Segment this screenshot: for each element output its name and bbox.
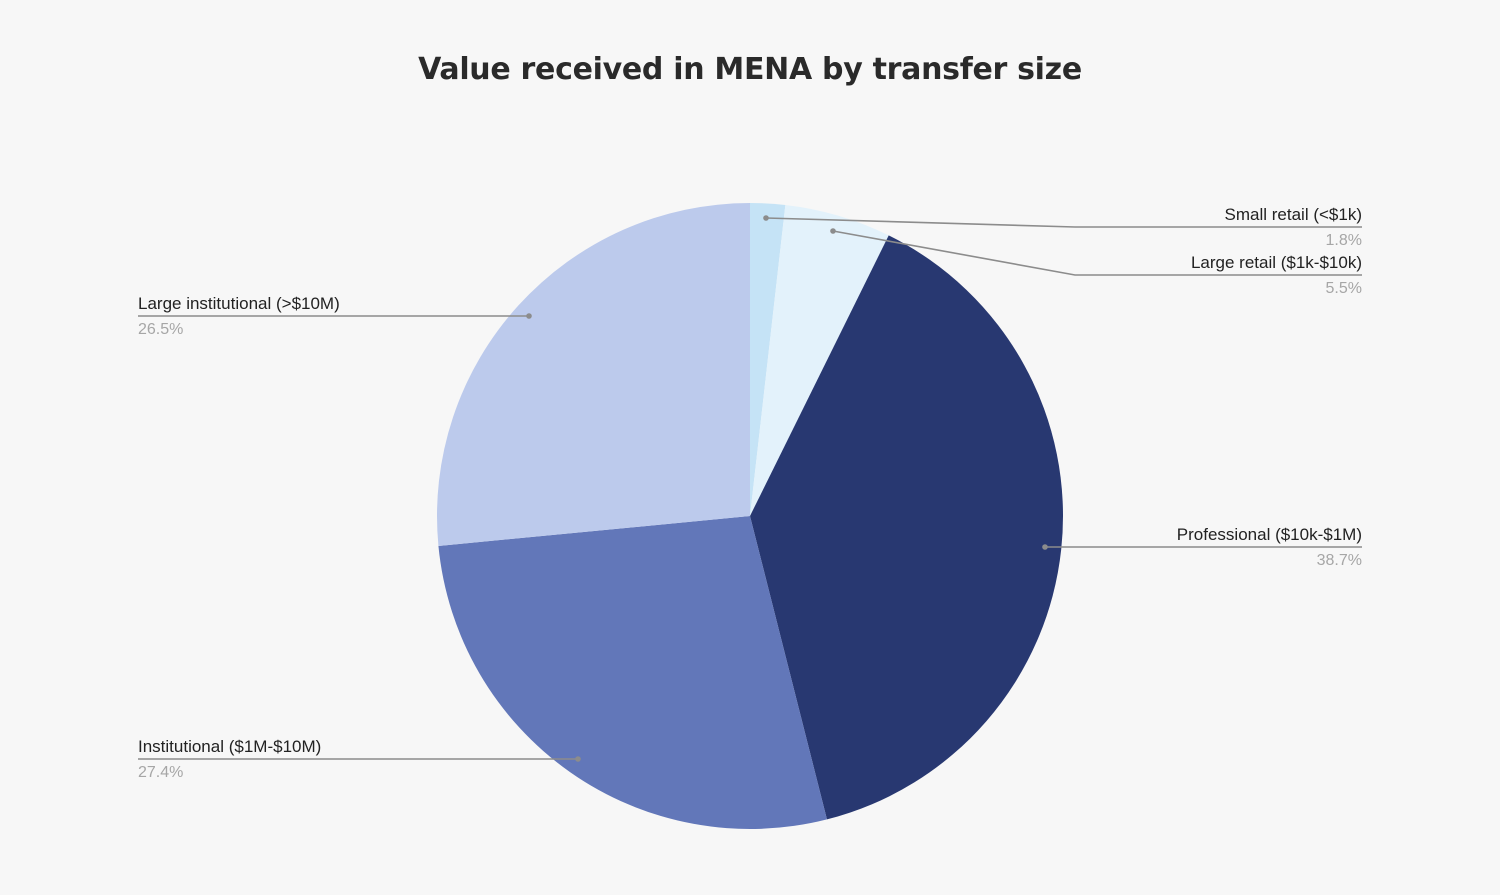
leader-dot-small-retail	[763, 215, 769, 221]
slice-professional	[750, 235, 1063, 820]
leader-line-small-retail	[765, 217, 1362, 228]
label-large-institutional: Large institutional (>$10M)	[138, 294, 340, 313]
percent-institutional: 27.4%	[138, 764, 184, 781]
label-professional: Professional ($10k-$1M)	[1176, 525, 1362, 544]
label-institutional: Institutional ($1M-$10M)	[138, 737, 322, 756]
slice-institutional	[438, 516, 827, 829]
percent-professional: 38.7%	[1316, 552, 1362, 569]
percent-large-institutional: 26.5%	[138, 321, 184, 338]
pie-slices	[437, 203, 1063, 829]
slice-large-retail	[750, 205, 889, 516]
chart-title: Value received in MENA by transfer size	[418, 52, 1082, 87]
percent-small-retail: 1.8%	[1325, 232, 1362, 249]
slice-small-retail	[750, 203, 786, 516]
leader-line-large-retail	[832, 230, 1362, 276]
percent-large-retail: 5.5%	[1325, 280, 1362, 297]
leader-dot-large-retail	[830, 228, 836, 234]
leader-dot-professional	[1042, 544, 1048, 550]
label-small-retail: Small retail (<$1k)	[1224, 205, 1362, 224]
label-large-retail: Large retail ($1k-$10k)	[1190, 253, 1362, 272]
slice-large-institutional	[437, 203, 750, 546]
leader-lines	[138, 215, 1362, 762]
leader-dot-institutional	[575, 756, 581, 762]
leader-dot-large-institutional	[526, 313, 532, 319]
